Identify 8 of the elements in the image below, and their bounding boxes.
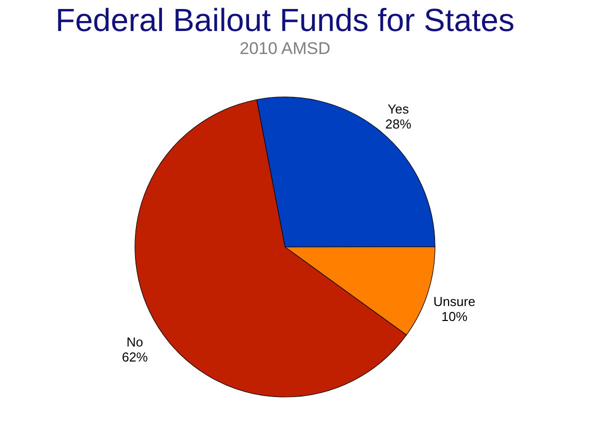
slice-label: Unsure	[433, 294, 476, 309]
slice-label: Yes	[388, 102, 410, 117]
chart-subtitle: 2010 AMSD	[240, 39, 330, 58]
slice-label: No	[126, 334, 144, 350]
data-label: 62%	[122, 350, 148, 365]
data-label: 10%	[441, 308, 468, 324]
chart-title: Federal Bailout Funds for States	[56, 2, 514, 38]
data-label: 28%	[385, 116, 412, 132]
